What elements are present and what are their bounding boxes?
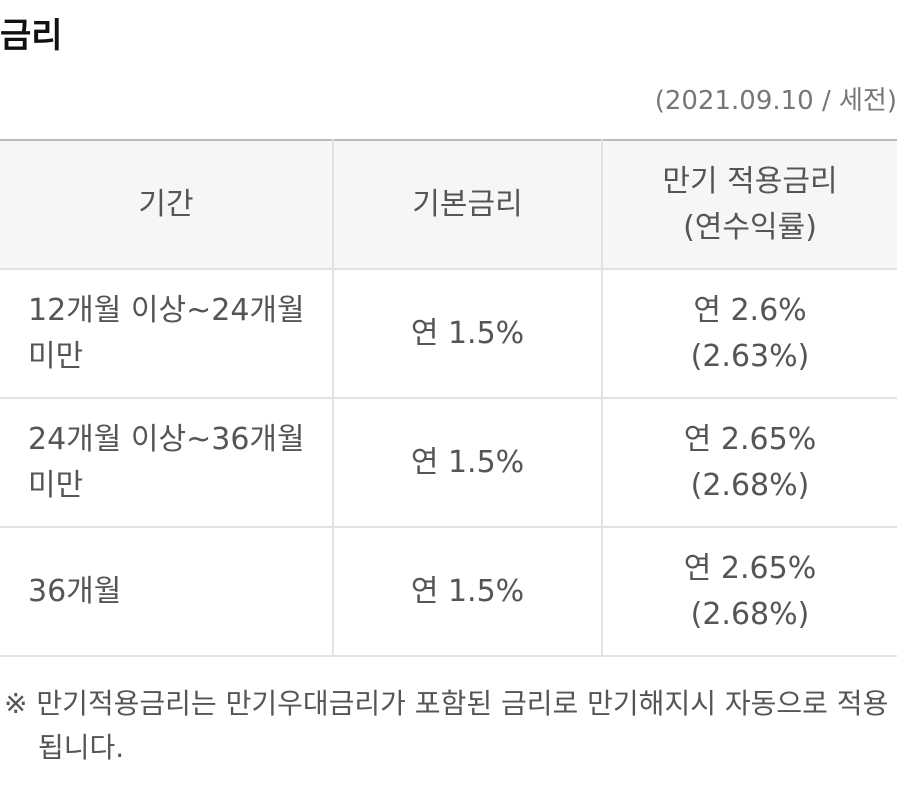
table-cell: 연 1.5%	[333, 398, 603, 528]
table-body: 12개월 이상~24개월 미만 연 1.5% 연 2.6% (2.63%) 24개월 이…	[0, 269, 897, 657]
cell-line: 36개월	[28, 573, 122, 609]
header-row: 기간 기본금리 만기 적용금리 (연수익률)	[0, 140, 897, 270]
table-row: 24개월 이상~36개월 미만 연 1.5% 연 2.65% (2.68%)	[0, 398, 897, 528]
cell-line: 연 1.5%	[410, 573, 525, 609]
table-cell: 36개월	[0, 527, 334, 657]
table-cell: 24개월 이상~36개월 미만	[0, 398, 334, 528]
column-header: 만기 적용금리 (연수익률)	[602, 140, 897, 270]
table-cell: 연 1.5%	[333, 269, 603, 399]
cell-line: 연 1.5%	[410, 444, 525, 480]
rate-table: 기간 기본금리 만기 적용금리 (연수익률) 12개월 이상~24개월 미만 연 1.5…	[0, 139, 897, 657]
cell-line: 기본금리	[412, 186, 523, 222]
footnote: ※ 만기적용금리는 만기우대금리가 포함된 금리로 만기해지시 자동으로 적용됩…	[4, 687, 889, 764]
title: 금리	[0, 16, 63, 56]
cell-line: 만기 적용금리	[662, 163, 838, 199]
cell-line: 24개월 이상~36개월 미만	[28, 421, 305, 503]
table-cell: 연 2.65% (2.68%)	[602, 398, 897, 528]
cell-line: 연 2.65%	[683, 550, 817, 586]
table-row: 36개월 연 1.5% 연 2.65% (2.68%)	[0, 527, 897, 657]
table-cell: 연 2.65% (2.68%)	[602, 527, 897, 657]
table-cell: 12개월 이상~24개월 미만	[0, 269, 334, 399]
cell-line: (2.68%)	[690, 467, 810, 503]
cell-line: 기간	[138, 186, 194, 222]
table-row: 12개월 이상~24개월 미만 연 1.5% 연 2.6% (2.63%)	[0, 269, 897, 399]
cell-line: (2.68%)	[690, 596, 810, 632]
cell-line: 연 1.5%	[410, 315, 525, 351]
cell-line: (2.63%)	[690, 338, 810, 374]
cell-line: 12개월 이상~24개월 미만	[28, 292, 305, 374]
column-header: 기본금리	[333, 140, 603, 270]
column-header: 기간	[0, 140, 334, 270]
cell-line: (연수익률)	[683, 209, 817, 245]
table-cell: 연 2.6% (2.63%)	[602, 269, 897, 399]
table-cell: 연 1.5%	[333, 527, 603, 657]
cell-line: 연 2.65%	[683, 421, 817, 457]
cell-line: 연 2.6%	[693, 292, 807, 328]
date-note: (2021.09.10 / 세전)	[654, 86, 897, 116]
